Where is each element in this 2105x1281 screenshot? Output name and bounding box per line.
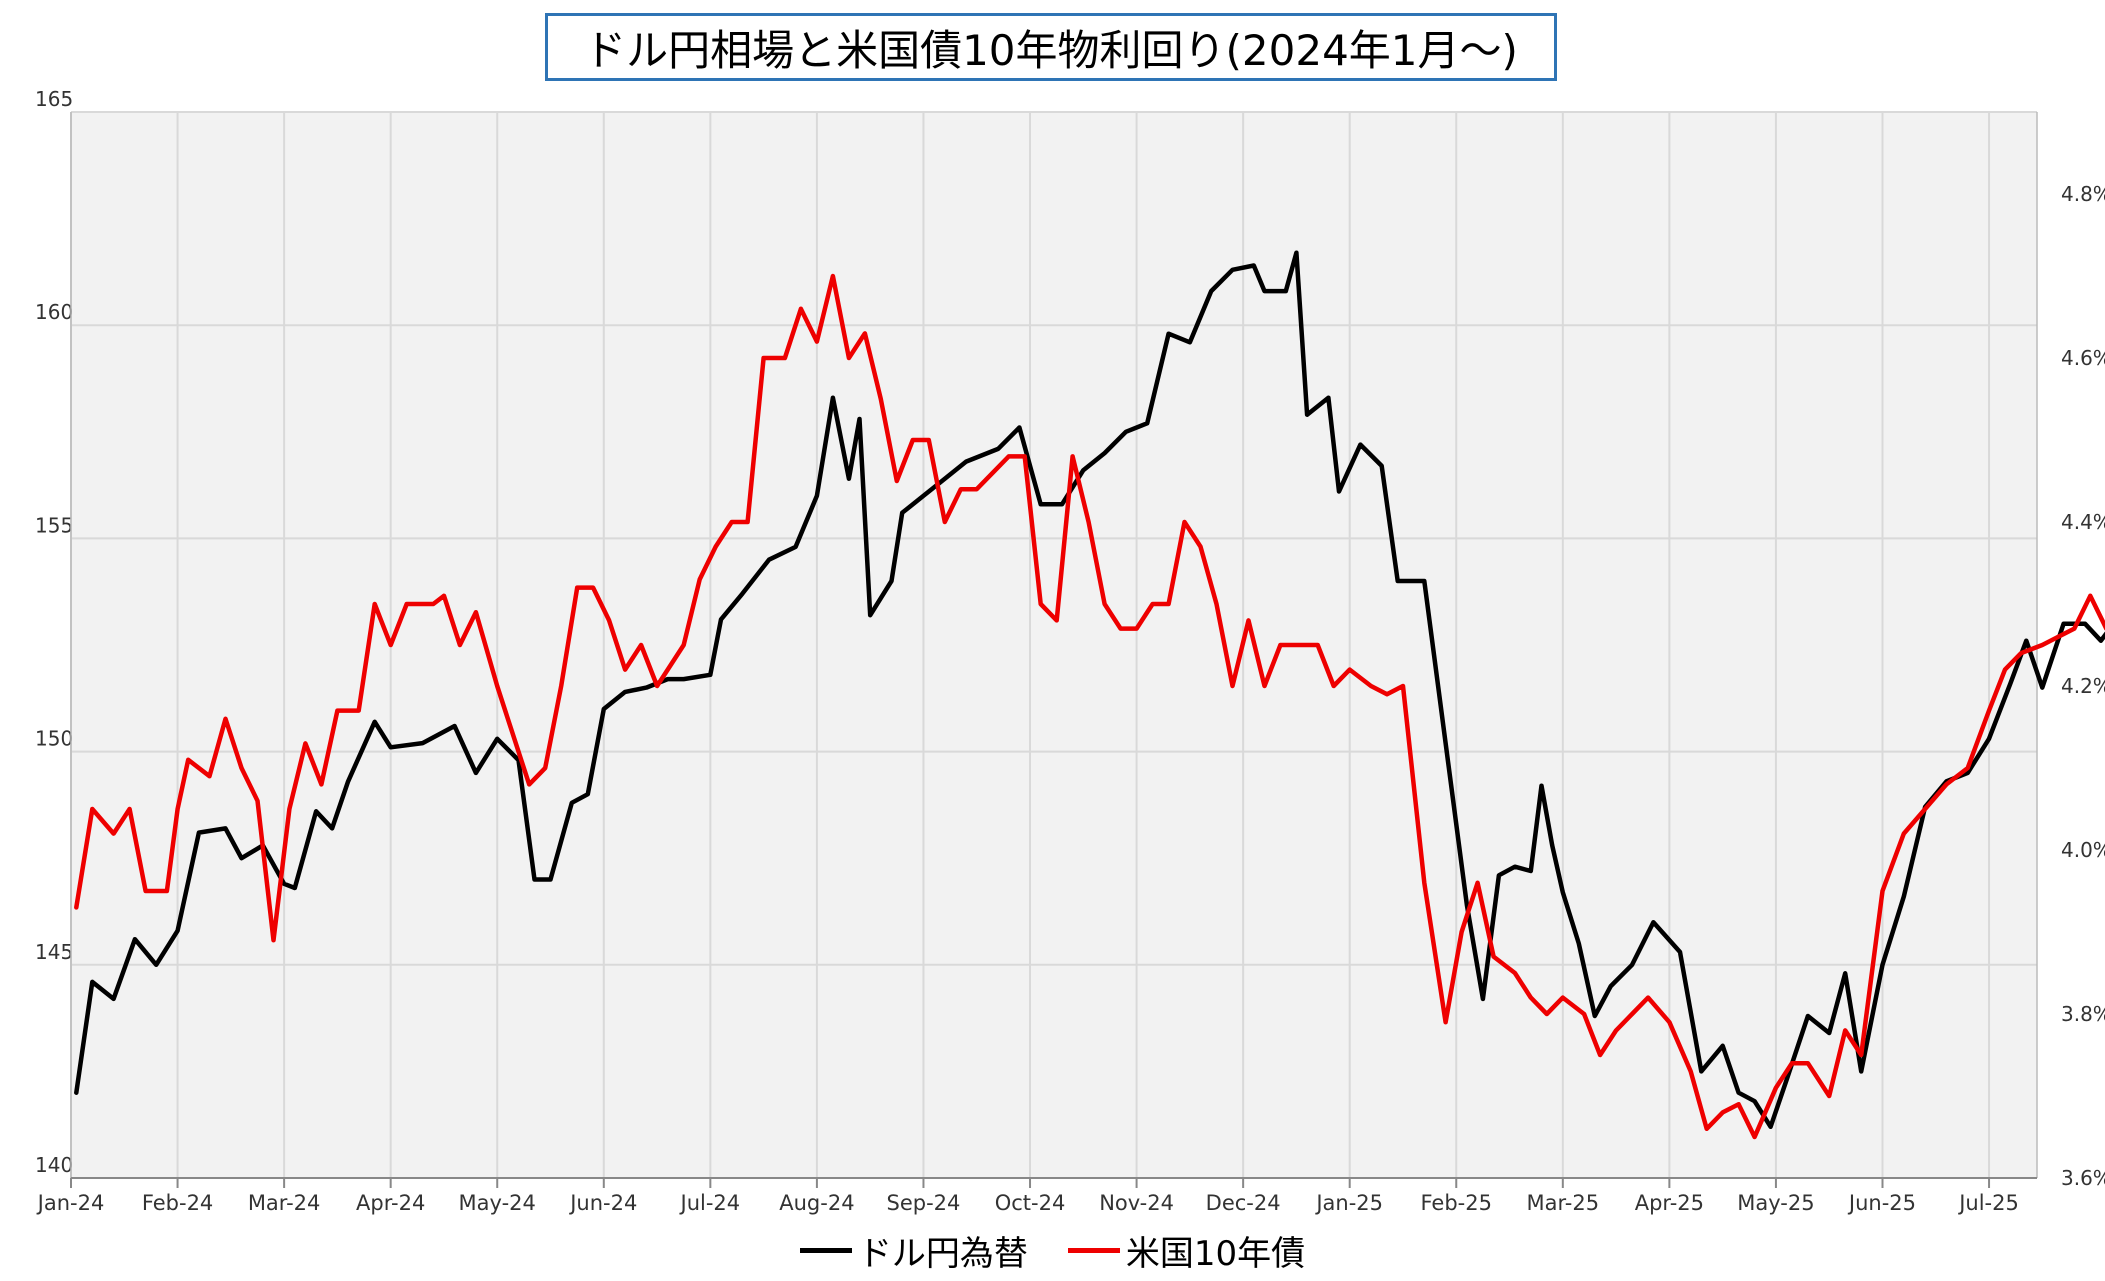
x-tick-label: Oct-24 [995,1191,1066,1215]
x-tick-label: Jul-25 [1957,1191,2019,1215]
x-tick-label: Feb-24 [142,1191,213,1215]
right-tick-label: 4.0% [2061,838,2105,862]
left-tick-label: 165 [35,87,73,111]
left-tick-label: 155 [35,513,73,537]
left-tick-label: 145 [35,940,73,964]
x-tick-label: Jan-25 [1314,1191,1383,1215]
right-tick-label: 4.8% [2061,182,2105,206]
x-tick-label: Apr-24 [356,1191,425,1215]
x-tick-label: Jun-24 [568,1191,637,1215]
x-tick-label: Apr-25 [1635,1191,1704,1215]
left-y-axis: 140 145 150 155 160 165 [35,87,73,1178]
x-tick-label: Jan-24 [36,1191,105,1215]
x-tick-label: May-24 [459,1191,536,1215]
right-tick-label: 4.4% [2061,510,2105,534]
left-tick-label: 150 [35,727,73,751]
legend-label-us10y: 米国10年債 [1125,1234,1306,1274]
right-tick-label: 4.2% [2061,674,2105,698]
right-y-axis: 3.6% 3.8% 4.0% 4.2% 4.4% 4.6% 4.8% [2036,112,2105,1190]
legend-item-us10y: 米国10年債 [1067,1226,1306,1275]
x-tick-label: Nov-24 [1099,1191,1174,1215]
plot-area [71,112,2037,1178]
x-tick-label: Dec-24 [1206,1191,1281,1215]
legend: ドル円為替 米国10年債 [0,1226,2105,1275]
x-axis: Jan-24 Feb-24 Mar-24 Apr-24 May-24 Jun-24 Jul-… [36,1177,2037,1215]
left-tick-label: 160 [35,300,73,324]
chart-title: ドル円相場と米国債10年物利回り(2024年1月～) [545,13,1557,81]
x-tick-label: Feb-25 [1421,1191,1492,1215]
left-tick-label: 140 [35,1153,73,1177]
legend-swatch-usdjpy [799,1248,852,1253]
x-tick-label: Jul-24 [679,1191,741,1215]
x-tick-label: Mar-24 [248,1191,321,1215]
us10y-series-line [74,273,2105,1140]
right-tick-label: 3.6% [2061,1166,2105,1190]
x-tick-label: Sep-24 [887,1191,961,1215]
legend-swatch-us10y [1067,1248,1120,1253]
right-tick-label: 3.8% [2061,1002,2105,1026]
x-tick-label: Mar-25 [1527,1191,1600,1215]
series-lines [74,250,2105,1140]
x-tick-label: Jun-25 [1847,1191,1916,1215]
x-tick-label: May-25 [1737,1191,1814,1215]
legend-label-usdjpy: ドル円為替 [857,1234,1028,1274]
x-tick-label: Aug-24 [779,1191,854,1215]
right-tick-label: 4.6% [2061,346,2105,370]
legend-item-usdjpy: ドル円為替 [799,1226,1028,1275]
